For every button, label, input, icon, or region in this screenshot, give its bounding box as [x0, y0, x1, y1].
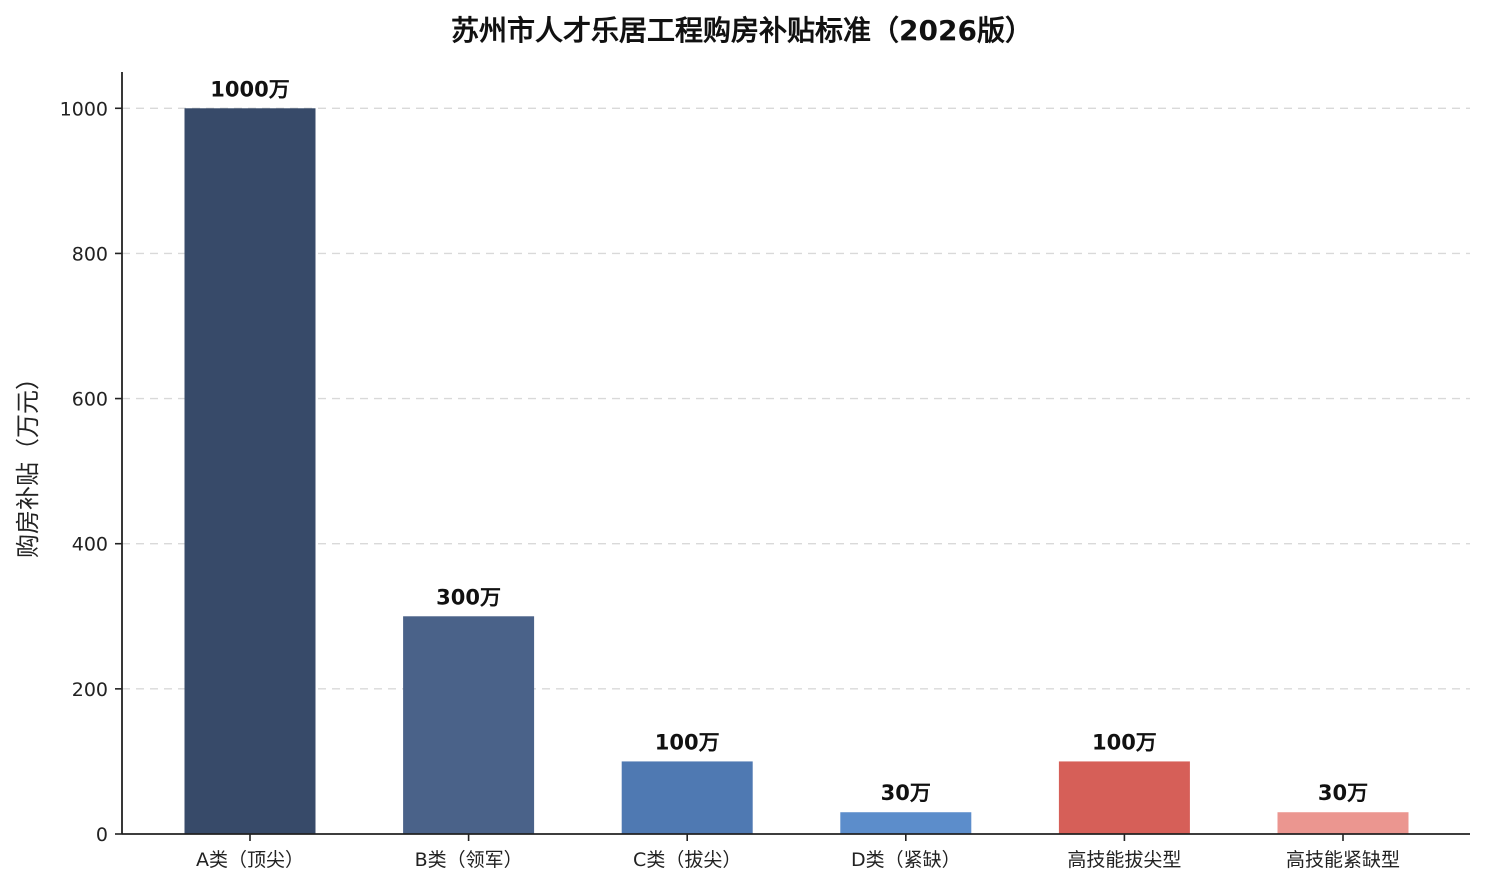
x-tick-label-3: C类（拔尖）: [633, 849, 741, 871]
value-label-2: 300万: [436, 585, 501, 609]
bar-4: [840, 812, 972, 834]
value-label-3: 100万: [655, 730, 720, 754]
bar-3: [621, 761, 753, 834]
y-tick-label-200: 200: [72, 679, 108, 701]
bar-5: [1058, 761, 1190, 834]
x-tick-label-5: 高技能拔尖型: [1067, 849, 1181, 871]
value-labels-layer: 1000万 300万 100万 30万 100万 30万: [210, 77, 1368, 805]
y-tick-label-800: 800: [72, 243, 108, 265]
x-tick-label-6: 高技能紧缺型: [1286, 849, 1400, 871]
value-label-4: 30万: [881, 781, 931, 805]
x-tick-label-4: D类（紧缺）: [851, 849, 961, 871]
y-tick-label-600: 600: [72, 389, 108, 411]
y-axis-label: 购房补贴（万元）: [14, 366, 42, 558]
axes-layer: [115, 72, 1470, 841]
x-tick-label-2: B类（领军）: [415, 849, 523, 871]
value-label-6: 30万: [1318, 781, 1368, 805]
x-tick-label-1: A类（顶尖）: [196, 849, 304, 871]
y-tick-label-0: 0: [96, 824, 108, 846]
y-tick-label-1000: 1000: [60, 98, 108, 120]
bar-1: [184, 108, 316, 835]
bars-layer: [184, 108, 1409, 835]
value-label-1: 1000万: [210, 77, 289, 101]
grid-layer: [122, 107, 1470, 690]
tick-labels-layer: 0 200 400 600 800 1000 A类（顶尖） B类（领军） C类（拔尖） D类（紧缺…: [60, 98, 1400, 871]
chart-title: 苏州市人才乐居工程购房补贴标准（2026版）: [451, 14, 1033, 47]
bar-2: [403, 616, 535, 834]
value-label-5: 100万: [1092, 730, 1157, 754]
bar-6: [1277, 812, 1409, 834]
y-tick-label-400: 400: [72, 534, 108, 556]
